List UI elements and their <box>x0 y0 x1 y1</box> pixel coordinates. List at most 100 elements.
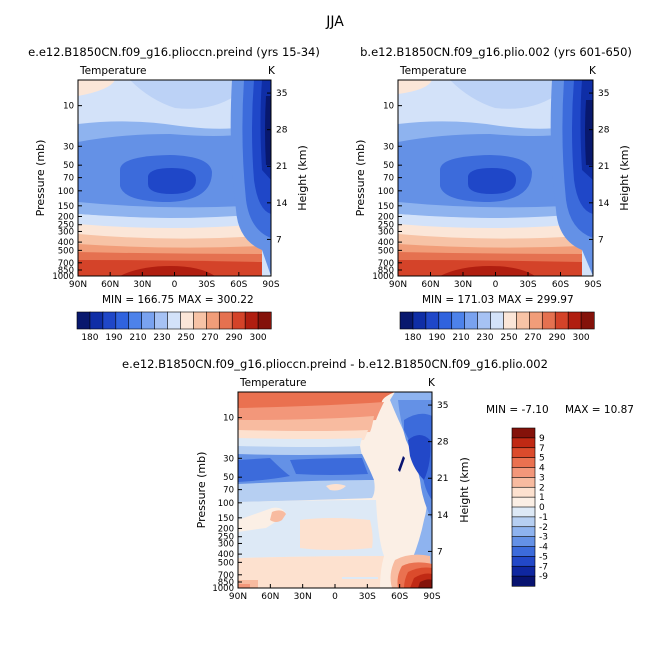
colorbar-swatch <box>511 496 536 508</box>
colorbar-swatch <box>244 311 259 330</box>
right-y-tick-label: 28 <box>437 438 449 448</box>
difference-contour-field <box>238 392 432 588</box>
colorbar-swatch <box>141 311 156 330</box>
x-tick-label: 60S <box>230 280 247 290</box>
right-y-tick-label: 14 <box>276 199 288 209</box>
y-tick-label: 200 <box>58 212 74 222</box>
colorbar-swatch <box>128 311 143 330</box>
x-tick-label: 30N <box>294 592 312 602</box>
colorbar-label: 2 <box>539 483 545 493</box>
colorbar-swatch <box>231 311 246 330</box>
colorbar-swatch <box>580 311 595 330</box>
colorbar-label: 1 <box>539 493 545 503</box>
right-axes: 90N 60N 30N 0 30S 60S 90S103050701001502002503… <box>372 89 609 290</box>
right-y-tick-label: 7 <box>276 235 282 245</box>
colorbar-label: 190 <box>105 333 122 343</box>
left-min-label: MIN = 166.75 <box>102 294 174 306</box>
x-tick-label: 60N <box>101 280 119 290</box>
y-tick-label: 150 <box>378 202 394 212</box>
colorbar-label: -5 <box>539 552 548 562</box>
y-tick-label: 1000 <box>52 272 74 282</box>
y-tick-label: 50 <box>383 161 394 171</box>
colorbar-label: -1 <box>539 513 548 523</box>
colorbar-swatch <box>154 311 169 330</box>
right-y-tick-label: 35 <box>276 89 287 99</box>
colorbar-label: 270 <box>524 333 541 343</box>
colorbar-swatch <box>511 467 536 478</box>
x-tick-label: 60S <box>552 280 569 290</box>
difference-ylabel-right: Height (km) <box>458 457 471 523</box>
y-tick-label: 250 <box>58 221 74 231</box>
y-tick-label: 300 <box>58 227 74 237</box>
colorbar-label: 5 <box>539 454 545 464</box>
colorbar-swatch <box>257 311 272 330</box>
y-tick-label: 150 <box>58 202 74 212</box>
x-tick-label: 30S <box>198 280 215 290</box>
right-y-tick-label: 35 <box>437 401 448 411</box>
right-units-label: K <box>589 65 597 77</box>
y-tick-label: 10 <box>63 102 74 112</box>
colorbar-swatch <box>567 311 582 330</box>
right-panel: b.e12.B1850CN.f09_g16.plio.002 (yrs 601-… <box>354 45 632 343</box>
colorbar-swatch <box>102 311 117 330</box>
y-tick-label: 30 <box>63 142 74 152</box>
y-tick-label: 1000 <box>372 272 394 282</box>
left-panel: e.e12.B1850CN.f09_g16.plioccn.preind (yr… <box>28 45 320 343</box>
y-tick-label: 100 <box>218 499 234 509</box>
colorbar-label: 7 <box>539 444 545 454</box>
colorbar-label: 9 <box>539 434 545 444</box>
colorbar-label: 300 <box>249 333 266 343</box>
colorbar-swatch <box>511 486 536 498</box>
colorbar-label: -7 <box>539 562 548 572</box>
colorbar-swatch <box>180 311 194 330</box>
colorbar-swatch <box>464 311 479 330</box>
y-tick-label: 200 <box>218 524 234 534</box>
colorbar-swatch <box>76 311 91 330</box>
right-min-label: MIN = 171.03 <box>422 294 494 306</box>
colorbar-label: 290 <box>225 333 242 343</box>
right-y-tick-label: 21 <box>437 474 448 484</box>
left-panel-title: e.e12.B1850CN.f09_g16.plioccn.preind (yr… <box>28 45 320 59</box>
colorbar-swatch <box>511 457 536 469</box>
colorbar-swatch <box>511 536 536 548</box>
y-tick-label: 70 <box>223 486 234 496</box>
y-tick-label: 100 <box>378 187 394 197</box>
y-tick-label: 850 <box>58 266 74 276</box>
colorbar-swatch <box>425 311 440 330</box>
right-y-tick-label: 21 <box>598 162 609 172</box>
colorbar-label: 180 <box>81 333 98 343</box>
y-tick-label: 700 <box>378 259 394 269</box>
y-tick-label: 700 <box>218 571 234 581</box>
x-tick-label: 60N <box>261 592 279 602</box>
colorbar-label: -2 <box>539 523 548 533</box>
right-y-tick-label: 28 <box>598 126 610 136</box>
y-tick-label: 250 <box>378 221 394 231</box>
colorbar-label: 270 <box>201 333 218 343</box>
right-y-tick-label: 35 <box>598 89 609 99</box>
y-tick-label: 300 <box>378 227 394 237</box>
left-axes: 90N 60N 30N 0 30S 60S 90S103050701001502002503… <box>52 89 287 290</box>
colorbar-swatch <box>529 311 543 330</box>
y-tick-label: 1000 <box>212 584 234 594</box>
x-tick-label: 60N <box>421 280 439 290</box>
colorbar-swatch <box>541 311 556 330</box>
colorbar-swatch <box>477 311 492 330</box>
colorbar-label: 180 <box>404 333 421 343</box>
x-tick-label: 90N <box>69 280 87 290</box>
y-tick-label: 70 <box>63 174 74 184</box>
y-tick-label: 500 <box>218 558 234 568</box>
colorbar-label: -4 <box>539 543 548 553</box>
right-y-tick-label: 28 <box>276 126 288 136</box>
colorbar-swatch <box>516 311 530 330</box>
difference-max-label: MAX = 10.87 <box>565 404 634 416</box>
colorbar-swatch <box>511 516 536 528</box>
x-tick-label: 30S <box>519 280 536 290</box>
right-y-tick-label: 7 <box>437 547 443 557</box>
colorbar-swatch <box>511 437 536 449</box>
left-units-label: K <box>268 65 276 77</box>
right-y-tick-label: 14 <box>437 511 449 521</box>
difference-ylabel: Pressure (mb) <box>195 452 208 529</box>
left-max-label: MAX = 300.22 <box>178 294 254 306</box>
right-y-tick-label: 7 <box>598 235 604 245</box>
